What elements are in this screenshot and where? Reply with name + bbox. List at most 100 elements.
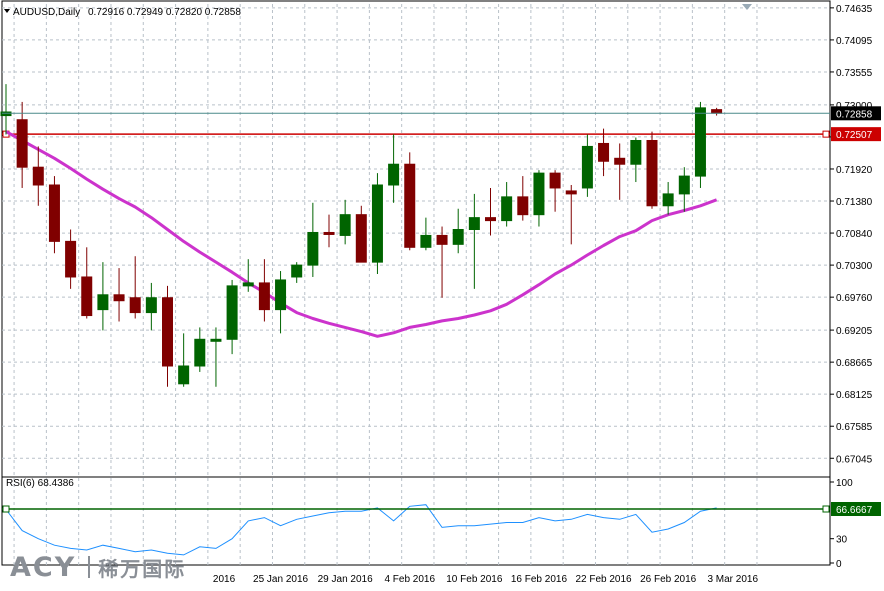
ohlc-values: 0.72916 0.72949 0.72820 0.72858 <box>88 7 241 18</box>
candle-body <box>226 285 238 340</box>
bearish-candle <box>162 285 173 387</box>
rsi-level-handle-right <box>822 505 830 513</box>
bullish-candle <box>452 208 464 254</box>
chart-header: AUDUSD,Daily 0.72916 0.72949 0.72820 0.72… <box>4 4 752 18</box>
candle-body <box>678 175 690 195</box>
chevron-down-icon <box>4 9 10 13</box>
horizontal-line-price-box <box>831 127 881 142</box>
candle-body <box>145 297 157 314</box>
price-axis: 0.746350.740950.735550.730000.724600.719… <box>830 4 873 465</box>
price-tick-label: 0.70840 <box>836 229 873 240</box>
bullish-candle <box>194 327 206 372</box>
bearish-candle <box>258 259 270 322</box>
horizontal-line-handle-right <box>822 130 830 138</box>
bearish-candle <box>565 184 577 245</box>
price-tick-label: 0.70300 <box>836 261 873 272</box>
candle-body <box>129 297 141 314</box>
time-tick-label: 25 Jan 2016 <box>253 574 308 585</box>
candle-body <box>646 139 658 207</box>
price-tick-label: 0.71920 <box>836 165 873 176</box>
candle-body <box>194 338 206 367</box>
candle-body <box>420 234 432 248</box>
candle-body <box>291 264 303 278</box>
bearish-candle <box>436 226 448 298</box>
bearish-candle <box>113 268 125 322</box>
candle-body <box>97 294 109 311</box>
time-tick-label: 2016 <box>213 574 236 585</box>
bearish-candle <box>598 128 610 177</box>
candle-body <box>436 234 448 245</box>
candle-body <box>517 196 529 216</box>
bullish-candle <box>226 279 238 355</box>
candle-body <box>598 142 610 162</box>
candle-body <box>275 279 287 311</box>
candle-body <box>388 163 400 186</box>
bearish-candle <box>32 146 44 206</box>
time-tick-label: 29 Jan 2016 <box>318 574 373 585</box>
candle-body <box>549 172 561 189</box>
bearish-candle <box>485 187 496 236</box>
bullish-candle <box>581 134 593 197</box>
bearish-candle <box>549 170 561 212</box>
candle-body <box>32 166 44 186</box>
chart-title: AUDUSD,Daily <box>13 7 80 18</box>
candle-body <box>501 196 513 222</box>
candle-body <box>614 157 626 165</box>
bullish-candle <box>210 327 222 387</box>
current-price-label: 0.72858 <box>836 109 873 120</box>
time-axis: 2016 25 Jan 2016 29 Jan 2016 4 Feb 2016 10 F… <box>213 574 759 585</box>
candle-body <box>81 276 93 317</box>
candle-body <box>113 294 125 302</box>
shift-marker-icon <box>742 4 752 10</box>
bullish-candle <box>678 167 690 212</box>
bullish-candle <box>242 259 254 292</box>
acy-logo: ACY 稀万国际 <box>10 551 187 583</box>
price-tick-label: 0.68665 <box>836 358 873 369</box>
bearish-candle <box>517 176 529 221</box>
price-tick-label: 0.69760 <box>836 293 873 304</box>
bullish-candle <box>630 137 642 183</box>
bullish-candle <box>468 193 480 289</box>
candle-body <box>662 193 674 207</box>
price-tick-label: 0.67045 <box>836 454 873 465</box>
rsi-axis: 100 30 0 <box>830 478 853 570</box>
bearish-candle <box>711 107 723 116</box>
candle-body <box>48 184 60 242</box>
time-tick-label: 3 Mar 2016 <box>707 574 758 585</box>
current-price-marker: 0.72858 <box>2 106 881 121</box>
rsi-panel: 66.6667 RSI(6) 68.4386 <box>2 478 881 556</box>
logo-text: ACY <box>10 551 77 583</box>
current-price-box <box>831 106 881 121</box>
bullish-candle <box>275 271 287 334</box>
rsi-tick-label: 30 <box>836 535 848 546</box>
candle-body <box>533 172 545 216</box>
price-tick-label: 0.69205 <box>836 326 873 337</box>
horizontal-line[interactable]: 0.72507 <box>2 127 881 142</box>
bearish-candle <box>355 205 367 263</box>
bearish-candle <box>129 256 141 319</box>
rsi-label: RSI(6) 68.4386 <box>6 478 74 489</box>
candle-body <box>210 338 222 342</box>
time-tick-label: 22 Feb 2016 <box>575 574 632 585</box>
horizontal-line-price-label: 0.72507 <box>836 130 873 141</box>
candle-body <box>339 214 351 236</box>
price-tick-label: 0.68125 <box>836 390 873 401</box>
rsi-level-handle-left <box>2 505 10 513</box>
bearish-candle <box>81 247 93 319</box>
bullish-candle <box>97 262 109 331</box>
rsi-tick-label: 0 <box>836 559 842 570</box>
bearish-candle <box>65 229 77 289</box>
bearish-candle <box>646 131 658 209</box>
logo-chinese-text: 稀万国际 <box>98 556 187 581</box>
rsi-line <box>5 504 717 556</box>
logo-divider <box>88 556 91 578</box>
bearish-candle <box>614 143 626 200</box>
candles <box>0 84 723 387</box>
candle-body <box>371 184 383 263</box>
candle-body <box>565 190 577 195</box>
bullish-candle <box>694 101 706 188</box>
bullish-candle <box>420 217 432 251</box>
price-tick-label: 0.74095 <box>836 36 873 47</box>
bearish-candle <box>404 152 416 251</box>
